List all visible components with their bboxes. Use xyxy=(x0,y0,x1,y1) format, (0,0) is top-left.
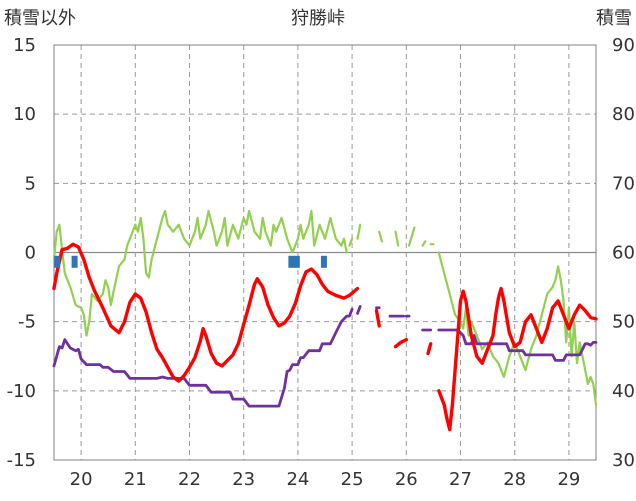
chart-title: 狩勝峠 xyxy=(291,8,345,29)
data-marker xyxy=(288,255,295,268)
x-tick-label: 20 xyxy=(70,469,93,490)
x-tick-label: 24 xyxy=(286,469,309,490)
x-tick-label: 29 xyxy=(557,469,580,490)
x-tick-label: 21 xyxy=(124,469,147,490)
series-line xyxy=(52,305,598,408)
series-line xyxy=(52,209,598,406)
series-layer xyxy=(52,209,598,432)
series-3 xyxy=(54,255,327,268)
y-right-tick-label: 30 xyxy=(612,450,635,471)
series-0 xyxy=(52,242,598,432)
y-right-axis-label: 積雪 xyxy=(596,8,632,29)
data-marker xyxy=(320,255,327,268)
y-left-tick-label: 15 xyxy=(13,35,36,56)
x-tick-label: 27 xyxy=(449,469,472,490)
x-tick-label: 25 xyxy=(341,469,364,490)
data-marker xyxy=(54,255,61,268)
y-left-tick-label: 5 xyxy=(25,173,36,194)
y-right-tick-label: 90 xyxy=(612,35,635,56)
y-left-tick-label: -5 xyxy=(18,312,36,333)
series-2 xyxy=(52,305,598,408)
y-left-tick-label: 10 xyxy=(13,104,36,125)
data-marker xyxy=(71,255,78,268)
x-tick-label: 26 xyxy=(395,469,418,490)
y-right-tick-label: 40 xyxy=(612,381,635,402)
y-right-tick-label: 50 xyxy=(612,312,635,333)
y-right-tick-label: 80 xyxy=(612,104,635,125)
y-right-tick-label: 70 xyxy=(612,173,635,194)
series-line xyxy=(52,242,598,432)
series-1 xyxy=(52,209,598,406)
x-tick-label: 23 xyxy=(232,469,255,490)
x-tick-label: 28 xyxy=(503,469,526,490)
y-left-axis-label: 積雪以外 xyxy=(4,8,76,29)
y-left-tick-label: 0 xyxy=(25,243,36,264)
y-left-tick-label: -15 xyxy=(7,450,36,471)
data-marker xyxy=(293,255,300,268)
x-tick-label: 22 xyxy=(178,469,201,490)
y-right-tick-label: 60 xyxy=(612,243,635,264)
y-left-tick-label: -10 xyxy=(7,381,36,402)
